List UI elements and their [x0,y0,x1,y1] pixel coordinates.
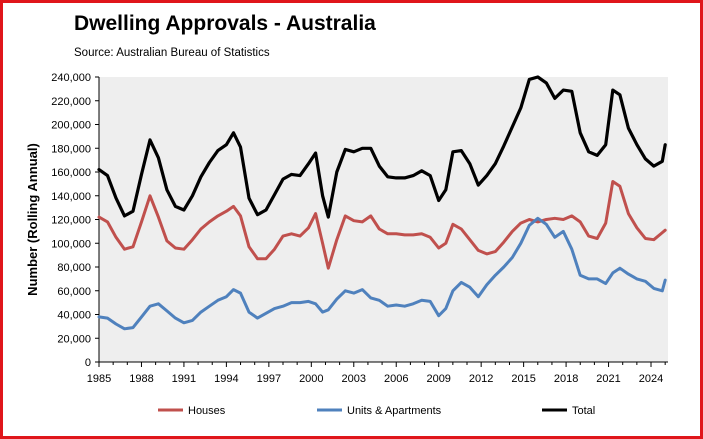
x-tick-label: 2024 [639,373,663,385]
y-tick-label: 40,000 [57,310,91,322]
x-tick-label: 1985 [87,373,111,385]
x-tick-label: 2009 [426,373,450,385]
y-tick-label: 160,000 [51,167,91,179]
series-line-houses [97,180,667,270]
y-tick-label: 140,000 [51,191,91,203]
x-tick-label: 2012 [469,373,493,385]
legend-label-houses: Houses [188,405,226,417]
x-tick-label: 1997 [257,373,281,385]
x-tick-label: 1994 [214,373,238,385]
plot-area [99,77,668,362]
y-tick-label: 220,000 [51,96,91,108]
x-tick-label: 1991 [172,373,196,385]
y-axis-label: Number (Rolling Annual) [25,143,40,296]
y-tick-label: 180,000 [51,143,91,155]
y-axis: 0 20,000 40,000 60,000 80,000 100,000 120,000 1… [51,72,100,369]
y-tick-label: 240,000 [51,72,91,84]
y-tick-label: 0 [85,357,91,369]
x-axis: 1985 1988 1991 1994 1997 2000 2003 2006 2009 2012… [87,361,668,385]
chart-subtitle: Source: Australian Bureau of Statistics [74,47,270,59]
x-tick-label: 2003 [342,373,366,385]
y-tick-label: 80,000 [57,262,91,274]
x-tick-label: 1988 [129,373,153,385]
x-tick-label: 2006 [384,373,408,385]
x-tick-label: 2021 [596,373,620,385]
legend-label-units-apartments: Units & Apartments [347,405,442,417]
x-tick-label: 2015 [511,373,535,385]
series-line-units-apartments [97,216,667,331]
y-tick-label: 120,000 [51,215,91,227]
x-tick-label: 2018 [554,373,578,385]
legend: Houses Units & Apartments Total [158,405,595,417]
series-line-total [97,75,667,219]
y-tick-label: 20,000 [57,333,91,345]
y-tick-label: 200,000 [51,120,91,132]
x-tick-label: 2000 [299,373,323,385]
y-tick-label: 60,000 [57,286,91,298]
series-lines [97,75,667,331]
y-tick-label: 100,000 [51,238,91,250]
chart-title: Dwelling Approvals - Australia [74,12,376,35]
legend-label-total: Total [572,405,595,417]
